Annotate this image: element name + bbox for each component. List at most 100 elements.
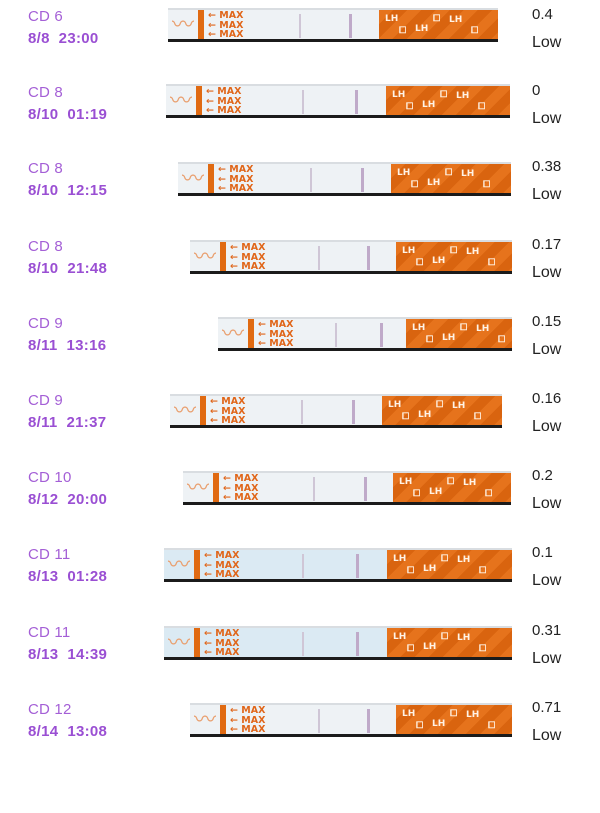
control-line	[367, 709, 370, 733]
lh-brand-text: LH	[397, 168, 411, 178]
max-arrow-text: ← MAX	[258, 319, 294, 330]
test-row: CD 9 8/11 13:16 〰 ← MAX ← MAX ← MAX LH LH LH ⧠ ⧠ ⧠ 0…	[0, 313, 600, 375]
control-line	[380, 323, 383, 347]
lh-brand-text: LH	[457, 633, 471, 643]
lh-brand-text: LH	[457, 555, 471, 565]
lh-logo-icon: ⧠	[407, 644, 415, 654]
lh-brand-text: LH	[423, 564, 437, 574]
lh-test-strip-image: 〰 ← MAX ← MAX ← MAX LH LH LH ⧠ ⧠ ⧠	[168, 8, 498, 42]
test-datetime: 8/10 01:19	[28, 106, 108, 123]
lh-logo-icon: ⧠	[479, 566, 487, 576]
strip-wick-band	[248, 319, 254, 348]
lh-logo-icon: ⧠	[436, 400, 444, 410]
control-line	[367, 246, 370, 270]
strip-wick-band	[213, 473, 219, 502]
strip-handle: LH LH LH ⧠ ⧠ ⧠	[391, 164, 511, 193]
test-datetime: 8/12 20:00	[28, 491, 108, 508]
max-arrow-text: ← MAX	[204, 569, 240, 581]
lh-brand-text: LH	[423, 642, 437, 652]
lh-level-label: Low	[532, 495, 562, 512]
lh-brand-text: LH	[393, 632, 407, 642]
max-arrow-text: ← MAX	[230, 261, 266, 273]
strip-handle: LH LH LH ⧠ ⧠ ⧠	[406, 319, 512, 348]
lh-logo-icon: ⧠	[440, 90, 448, 100]
lh-level-label: Low	[532, 34, 562, 51]
lh-logo-icon: ⧠	[433, 14, 441, 24]
max-arrow-text: ← MAX	[223, 482, 259, 494]
lh-logo-icon: ⧠	[474, 412, 482, 422]
lh-brand-text: LH	[432, 719, 446, 729]
test-datetime: 8/10 21:48	[28, 260, 108, 277]
max-dip-label: ← MAX ← MAX ← MAX	[206, 87, 264, 115]
lh-ratio-value: 0.38	[532, 158, 562, 175]
max-arrow-text: ← MAX	[230, 251, 266, 263]
max-dip-label: ← MAX ← MAX ← MAX	[204, 628, 262, 659]
strip-wick-band	[220, 705, 226, 734]
test-row: CD 11 8/13 14:39 〰 ← MAX ← MAX ← MAX LH LH LH ⧠ ⧠ ⧠…	[0, 622, 600, 684]
control-line	[361, 168, 364, 192]
lh-logo-icon: ⧠	[441, 554, 449, 564]
lh-level-label: Low	[532, 341, 562, 358]
wave-marks-icon: 〰	[174, 399, 196, 424]
cycle-day-label: CD 12	[28, 701, 72, 718]
lh-brand-text: LH	[399, 477, 413, 487]
lh-logo-icon: ⧠	[402, 412, 410, 422]
test-line	[318, 246, 320, 270]
cycle-day-label: CD 9	[28, 315, 63, 332]
test-row: CD 10 8/12 20:00 〰 ← MAX ← MAX ← MAX LH LH LH ⧠ ⧠ ⧠…	[0, 467, 600, 529]
control-line	[352, 400, 355, 424]
cycle-day-label: CD 11	[28, 624, 71, 641]
lh-test-strip-image: 〰 ← MAX ← MAX ← MAX LH LH LH ⧠ ⧠ ⧠	[166, 84, 510, 118]
lh-brand-text: LH	[427, 178, 441, 188]
lh-brand-text: LH	[442, 333, 456, 343]
lh-brand-text: LH	[422, 100, 436, 110]
max-arrow-text: ← MAX	[230, 705, 266, 716]
max-arrow-text: ← MAX	[204, 628, 240, 639]
wave-marks-icon: 〰	[182, 167, 204, 192]
max-arrow-text: ← MAX	[204, 550, 240, 561]
max-arrow-text: ← MAX	[208, 19, 244, 31]
lh-brand-text: LH	[412, 323, 426, 333]
test-datetime: 8/13 01:28	[28, 568, 108, 585]
lh-logo-icon: ⧠	[460, 323, 468, 333]
lh-test-strip-image: 〰 ← MAX ← MAX ← MAX LH LH LH ⧠ ⧠ ⧠	[178, 162, 511, 196]
lh-brand-text: LH	[402, 709, 416, 719]
strip-handle: LH LH LH ⧠ ⧠ ⧠	[396, 242, 512, 271]
test-line	[299, 14, 301, 38]
test-line	[310, 168, 312, 192]
lh-logo-icon: ⧠	[450, 709, 458, 719]
lh-logo-icon: ⧠	[488, 258, 496, 268]
lh-logo-icon: ⧠	[447, 477, 455, 487]
strip-handle: LH LH LH ⧠ ⧠ ⧠	[386, 86, 510, 115]
test-datetime: 8/8 23:00	[28, 30, 99, 47]
lh-ratio-value: 0.16	[532, 390, 562, 407]
lh-test-strip-image: 〰 ← MAX ← MAX ← MAX LH LH LH ⧠ ⧠ ⧠	[190, 703, 512, 737]
lh-logo-icon: ⧠	[413, 489, 421, 499]
control-line	[356, 554, 359, 578]
test-line	[301, 400, 303, 424]
test-datetime: 8/11 13:16	[28, 337, 107, 354]
lh-level-label: Low	[532, 650, 562, 667]
wave-marks-icon: 〰	[187, 476, 209, 501]
lh-test-strip-image: 〰 ← MAX ← MAX ← MAX LH LH LH ⧠ ⧠ ⧠	[164, 548, 512, 582]
max-arrow-text: ← MAX	[204, 647, 240, 659]
control-line	[364, 477, 367, 501]
max-arrow-text: ← MAX	[210, 405, 246, 417]
lh-brand-text: LH	[393, 554, 407, 564]
lh-brand-text: LH	[466, 710, 480, 720]
lh-logo-icon: ⧠	[411, 180, 419, 190]
control-line	[349, 14, 352, 38]
lh-ratio-value: 0.1	[532, 544, 553, 561]
lh-brand-text: LH	[388, 400, 402, 410]
max-arrow-text: ← MAX	[206, 95, 242, 107]
lh-brand-text: LH	[402, 246, 416, 256]
max-arrow-text: ← MAX	[223, 492, 259, 504]
test-row: CD 9 8/11 21:37 〰 ← MAX ← MAX ← MAX LH LH LH ⧠ ⧠ ⧠ 0…	[0, 390, 600, 452]
test-row: CD 12 8/14 13:08 〰 ← MAX ← MAX ← MAX LH LH LH ⧠ ⧠ ⧠…	[0, 699, 600, 761]
strip-wick-band	[198, 10, 204, 39]
test-row: CD 8 8/10 01:19 〰 ← MAX ← MAX ← MAX LH LH LH ⧠ ⧠ ⧠ 0…	[0, 82, 600, 144]
strip-wick-band	[220, 242, 226, 271]
lh-brand-text: LH	[429, 487, 443, 497]
lh-logo-icon: ⧠	[485, 489, 493, 499]
max-dip-label: ← MAX ← MAX ← MAX	[210, 397, 268, 425]
